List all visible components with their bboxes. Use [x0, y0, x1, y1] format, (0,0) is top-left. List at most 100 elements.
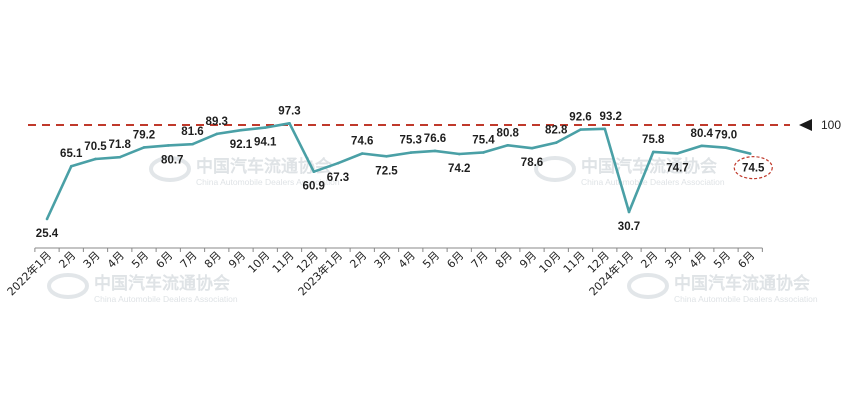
data-label: 78.6: [521, 157, 543, 169]
data-label: 82.8: [545, 125, 568, 137]
data-label: 92.1: [230, 139, 253, 151]
x-tick-label: 9月: [517, 249, 539, 271]
x-tick-label: 11月: [270, 249, 297, 276]
data-point: [142, 146, 146, 149]
data-point: [360, 152, 364, 155]
data-point: [336, 161, 340, 165]
data-label: 97.3: [278, 105, 300, 117]
data-label: 80.4: [691, 128, 714, 140]
data-label: 92.6: [569, 112, 591, 124]
data-point: [700, 144, 704, 148]
data-point: [724, 146, 728, 149]
data-point: [239, 128, 243, 132]
data-point: [530, 146, 534, 150]
data-point: [627, 210, 631, 214]
data-label: 76.6: [424, 133, 446, 145]
data-label: 89.3: [206, 116, 228, 128]
data-label: 94.1: [254, 137, 277, 149]
watermark-logo-icon: [47, 273, 89, 299]
data-point: [554, 141, 558, 144]
data-label: 30.7: [618, 221, 640, 233]
watermark-en-text: China Automobile Dealers Association: [94, 294, 238, 304]
data-label: 93.2: [600, 111, 622, 123]
latest-value-highlight: [733, 156, 773, 180]
data-label: 71.8: [109, 139, 132, 151]
data-point: [603, 127, 607, 131]
x-tick-label: 3月: [372, 249, 394, 271]
watermark-en-text: China Automobile Dealers Association: [581, 177, 725, 187]
x-tick-label: 7月: [469, 249, 491, 271]
data-point: [748, 152, 752, 155]
data-point: [118, 155, 122, 159]
x-tick-label: 5月: [129, 249, 151, 271]
data-label: 74.5: [742, 163, 765, 175]
series-line: [45, 122, 751, 220]
x-tick-label: 5月: [420, 249, 442, 271]
data-point: [433, 149, 437, 153]
reference-line-label: 100: [821, 118, 841, 132]
x-tick-label: 2月: [638, 249, 660, 271]
data-label: 72.5: [375, 165, 398, 177]
data-label: 74.6: [351, 136, 373, 148]
data-point: [457, 152, 461, 156]
x-tick-label: 3月: [81, 249, 103, 271]
watermark-en-text: China Automobile Dealers Association: [196, 177, 340, 187]
x-tick-label: 6月: [153, 249, 175, 271]
data-point: [482, 151, 485, 154]
data-point: [94, 157, 97, 161]
data-label: 80.8: [497, 127, 520, 139]
x-tick-label: 2月: [347, 249, 369, 271]
data-point: [45, 217, 49, 221]
watermark-cn-text: 中国汽车流通协会: [94, 273, 230, 294]
x-tick-label: 10月: [246, 249, 273, 276]
data-point: [506, 143, 510, 147]
data-point: [263, 126, 267, 129]
data-label: 79.0: [715, 130, 737, 142]
x-tick-label: 9月: [226, 249, 248, 271]
x-tick-label: 3月: [663, 249, 685, 271]
watermark-logo-icon: [627, 273, 669, 299]
data-label: 75.8: [642, 134, 665, 146]
data-point: [676, 152, 679, 155]
data-label: 74.2: [448, 163, 470, 175]
data-label: 80.7: [161, 154, 183, 166]
x-tick-label: 7月: [178, 249, 200, 271]
data-label: 65.1: [60, 148, 83, 160]
x-tick-label: 6月: [444, 249, 466, 271]
data-point: [385, 155, 388, 158]
x-tick-label: 11月: [561, 249, 588, 276]
x-tick-label: 8月: [202, 249, 224, 271]
watermark-en-text: China Automobile Dealers Association: [674, 294, 818, 304]
data-labels: 25.4 65.170.5 71.879.2 80.7 81.689.392.1 94.1…: [36, 105, 773, 240]
data-label: 67.3: [327, 172, 349, 184]
x-tick-label: 5月: [711, 249, 733, 271]
data-label: 79.2: [133, 129, 155, 141]
x-tick-label: 4月: [105, 249, 127, 271]
data-point: [215, 132, 219, 136]
watermark-logo-icon: [149, 156, 191, 182]
data-point: [409, 151, 413, 154]
data-point: [579, 128, 582, 131]
watermark-cn-text: 中国汽车流通协会: [674, 273, 810, 294]
data-label: 60.9: [303, 181, 325, 193]
x-tick-label: 6月: [735, 249, 757, 271]
x-tick-label: 2022年1月: [4, 248, 54, 298]
data-label: 75.3: [400, 135, 422, 147]
data-label: 25.4: [36, 228, 59, 240]
data-label: 75.4: [472, 134, 495, 146]
data-label: 74.7: [666, 162, 688, 174]
data-point: [69, 164, 73, 168]
x-tick-label: 2月: [56, 249, 78, 271]
data-point: [166, 144, 170, 147]
x-tick-label: 10月: [537, 249, 564, 276]
x-tick-label: 4月: [687, 249, 709, 271]
watermark-logo-icon: [534, 156, 576, 182]
series-line-group: [45, 122, 752, 221]
data-label: 70.5: [84, 141, 107, 153]
data-point: [288, 122, 291, 125]
x-tick-label: 8月: [493, 249, 515, 271]
